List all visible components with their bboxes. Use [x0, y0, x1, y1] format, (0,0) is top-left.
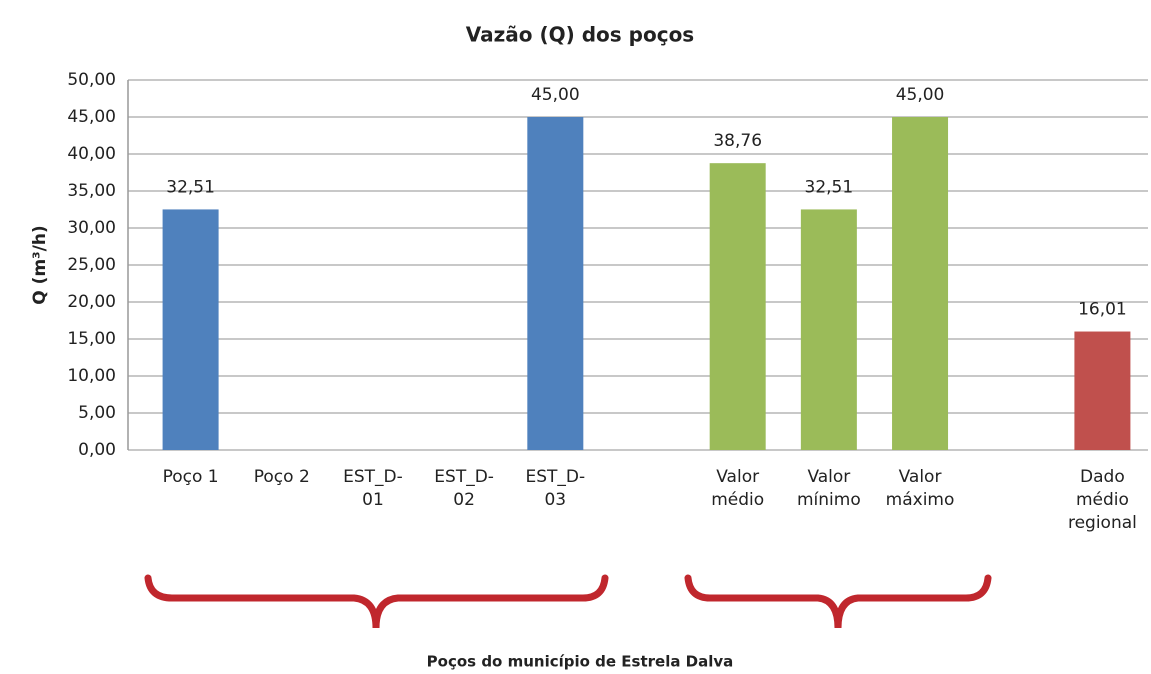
- chart-title: Vazão (Q) dos poços: [466, 23, 694, 47]
- x-tick-label: Poço 1: [162, 467, 219, 487]
- y-tick-label: 0,00: [78, 440, 116, 460]
- y-tick-label: 15,00: [67, 329, 116, 349]
- y-tick-label: 25,00: [67, 255, 116, 275]
- x-tick-label: Poço 2: [253, 467, 310, 487]
- x-tick-label: Valor mínimo: [796, 467, 861, 510]
- data-label: 45,00: [896, 85, 945, 105]
- y-tick-label: 30,00: [67, 218, 116, 238]
- y-tick-label: 35,00: [67, 181, 116, 201]
- y-tick-label: 50,00: [67, 70, 116, 90]
- y-tick-label: 5,00: [78, 403, 116, 423]
- bar: [892, 117, 949, 450]
- x-tick-label: Dado médio regional: [1067, 467, 1137, 533]
- x-tick-label: EST_D-03: [525, 467, 586, 510]
- x-tick-label: EST_D-02: [434, 467, 494, 510]
- y-axis-label: Q (m³/h): [30, 225, 50, 304]
- data-label: 32,51: [166, 177, 215, 197]
- bar: [800, 209, 857, 450]
- y-tick-label: 45,00: [67, 107, 116, 127]
- brace: [144, 574, 609, 629]
- bar: [1074, 331, 1131, 450]
- x-tick-label: Valor máximo: [885, 467, 955, 510]
- data-label: 16,01: [1078, 300, 1127, 320]
- x-tick-label: EST_D-01: [343, 467, 403, 510]
- brace: [684, 574, 992, 629]
- x-annotation: Poços do município de Estrela Dalva: [427, 653, 734, 671]
- bar: [709, 163, 766, 450]
- y-tick-label: 10,00: [67, 366, 116, 386]
- data-label: 45,00: [531, 85, 580, 105]
- y-tick-label: 20,00: [67, 292, 116, 312]
- x-tick-label: Valor médio: [711, 467, 765, 510]
- bar: [162, 209, 219, 450]
- y-tick-label: 40,00: [67, 144, 116, 164]
- data-label: 38,76: [713, 131, 762, 151]
- bar: [527, 117, 584, 450]
- data-label: 32,51: [805, 177, 854, 197]
